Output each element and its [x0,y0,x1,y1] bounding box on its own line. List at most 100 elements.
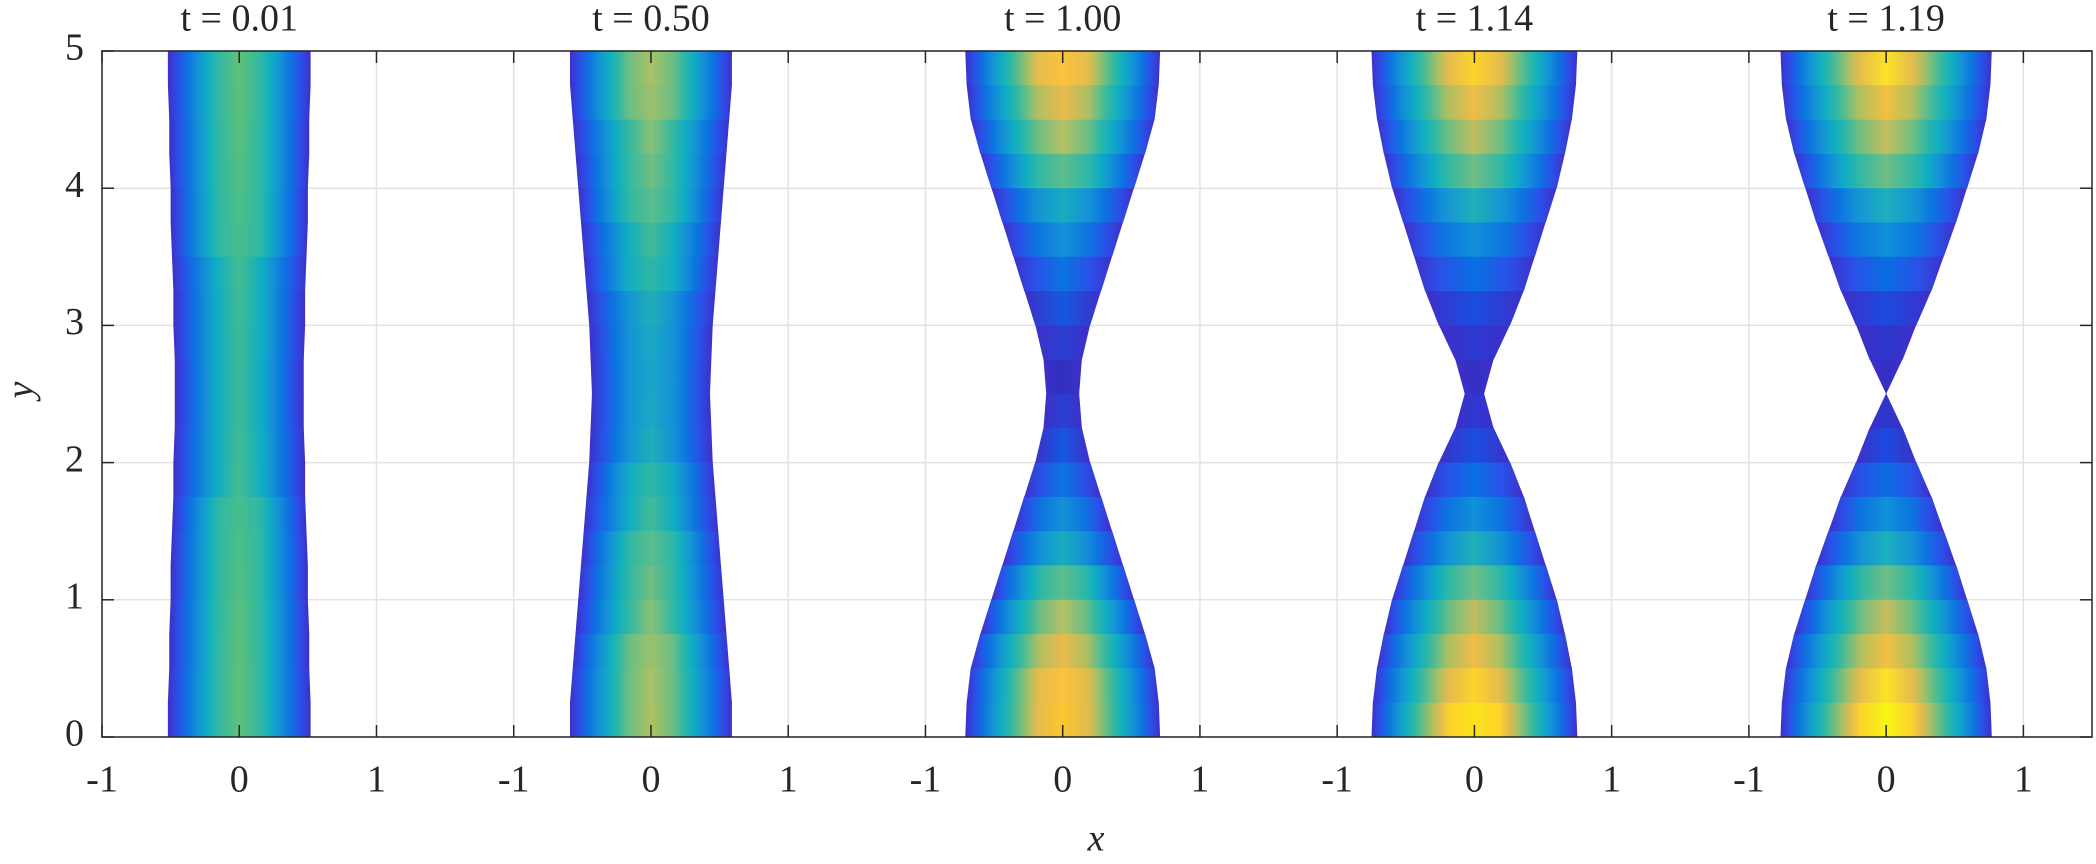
profile [965,50,1161,737]
profile-slice [173,427,306,463]
profile-slice [1780,702,1992,737]
profile-slice [1855,324,1917,360]
profile-slice [1855,427,1917,463]
profile-slice [174,359,304,394]
profile-slice [169,599,310,635]
profile-slice [991,564,1135,600]
x-axis-label: x [1087,818,1105,860]
profile-slice [1780,50,1992,86]
profile-slice [590,359,712,394]
profiles [167,50,1992,737]
profile-slice [1035,427,1091,463]
axes-box [101,50,2093,738]
panel-title: t = 1.14 [1416,0,1534,40]
profile-slice [1781,667,1991,703]
profile-slice [1371,702,1578,737]
profile-slice [980,153,1146,189]
profile-slice [173,462,306,497]
y-tick-label: 1 [65,576,84,618]
profile-slice [578,187,724,223]
profile-slice [1035,324,1091,360]
profile-slice [1438,324,1511,360]
profile [1371,50,1578,737]
x-tick-label: 0 [1877,759,1896,801]
profile-slice [1372,667,1576,703]
profile-slice [1425,290,1524,326]
profile-slice [1840,290,1932,326]
profile-slice [590,393,712,429]
profile-slice [170,187,308,223]
profile-slice [167,702,311,737]
profile-slice [1002,221,1124,257]
profile-slice [169,633,310,669]
profile-slice [569,667,732,703]
profile-slice [1403,530,1546,566]
profile-slice [569,50,732,86]
x-tick-label: 0 [230,759,249,801]
profile-slice [173,324,306,360]
profile-slice [1013,496,1113,532]
profile-slice [586,290,716,326]
profile-slice [167,667,311,703]
profile-slice [1828,496,1944,532]
profile-slice [965,702,1161,737]
x-tick-label: -1 [910,759,942,801]
profile-slice [167,84,311,120]
profile-slice [569,84,732,120]
x-tick-label: 1 [367,759,386,801]
y-tick-label: 2 [65,438,84,480]
profile-slice [1794,153,1979,189]
profile [1780,50,1992,737]
profile-slice [1392,564,1557,600]
y-tick-label: 0 [65,713,84,755]
x-tick-label: -1 [1733,759,1765,801]
profile-slice [171,496,307,532]
x-tick-label: 1 [2014,759,2033,801]
x-tick-label: 1 [1190,759,1209,801]
profile-slice [1403,221,1546,257]
profile-slice [1869,393,1903,429]
profile-slice [966,84,1159,120]
profile-slice [1816,221,1957,257]
profile-slice [1805,187,1968,223]
x-tick-label: -1 [1321,759,1353,801]
y-axis-label: y [0,381,42,402]
profile-slice [174,393,304,429]
profile-slice [1805,564,1968,600]
profile-slice [1376,633,1572,669]
profile-slice [580,530,721,566]
profile-slice [589,324,713,360]
profile-slice [1794,599,1979,635]
profile-slice [170,530,308,566]
profile-slice [991,187,1135,223]
profile-slice [1781,84,1991,120]
profile-slice [1372,84,1576,120]
x-tick-label: 1 [779,759,798,801]
x-tick-label: 0 [1053,759,1072,801]
profile-slice [575,599,727,635]
profile-slice [580,221,721,257]
profile [569,50,732,737]
profile-slice [1383,153,1565,189]
profile-slice [1869,359,1903,394]
profile-slice [575,153,727,189]
profile-slice [1455,359,1494,394]
y-tick-label: 3 [65,301,84,343]
profile-slice [1785,633,1987,669]
profile-slice [586,462,716,497]
profile-slice [1840,462,1932,497]
profile-slice [170,564,308,600]
profile-slice [1828,256,1944,292]
x-tick-label: -1 [86,759,118,801]
x-tick-label: 0 [1465,759,1484,801]
profile-slice [169,153,310,189]
profile-slice [167,50,311,86]
x-tick-label: 1 [1602,759,1621,801]
panel-title: t = 0.50 [592,0,710,40]
profile-slice [589,427,713,463]
profile-slice [1392,187,1557,223]
profile-slice [1376,119,1572,154]
profile-slice [1002,530,1124,566]
profile-slice [1414,256,1535,292]
profile-slice [1043,393,1082,429]
